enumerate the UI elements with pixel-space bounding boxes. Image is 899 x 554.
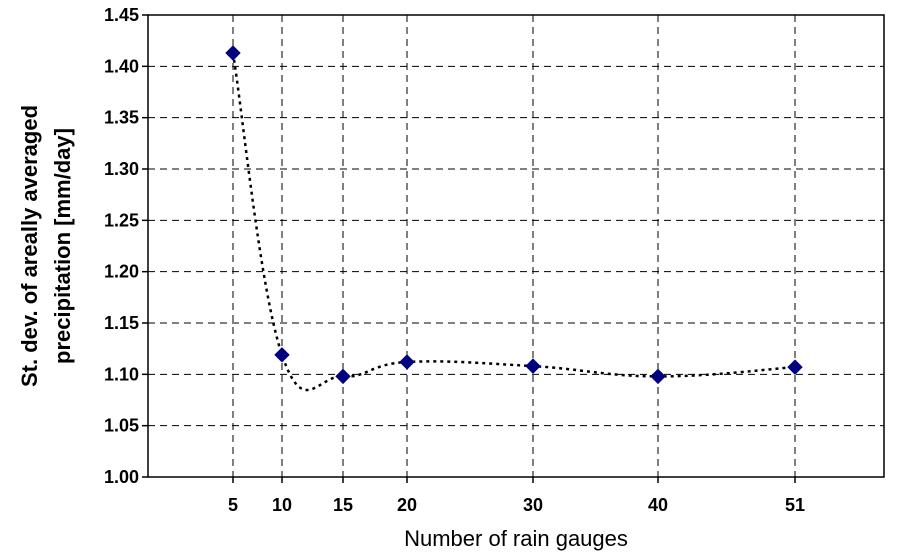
data-point-marker: [650, 368, 666, 385]
x-tick-label: 15: [333, 495, 353, 515]
y-tick-label: 1.15: [104, 313, 139, 333]
y-tick-label: 1.45: [104, 5, 139, 25]
grid: [148, 15, 884, 477]
data-point-marker: [274, 347, 290, 363]
x-tick-label: 30: [523, 495, 543, 515]
series-layer: [225, 45, 803, 392]
x-tick-label: 20: [397, 495, 417, 515]
y-tick-label: 1.25: [104, 210, 139, 230]
axis-ticks: 1.00 1.05 1.10 1.15 1.20 1.25 1.30 1.35 1.40 1.45…: [104, 5, 805, 515]
y-tick-label: 1.35: [104, 108, 139, 128]
y-tick-label: 1.10: [104, 364, 139, 384]
data-point-marker: [335, 368, 351, 385]
x-axis-title: Number of rain gauges: [404, 526, 628, 551]
y-tick-label: 1.20: [104, 262, 139, 282]
data-point-marker: [399, 354, 415, 370]
series-line: [231, 52, 796, 392]
y-axis-title-line-2: precipitation [mm/day]: [50, 128, 75, 364]
y-tick-label: 1.30: [104, 159, 139, 179]
y-tick-label: 1.00: [104, 467, 139, 487]
y-axis-title-line-1: St. dev. of areally averaged: [17, 105, 42, 387]
x-tick-label: 5: [228, 495, 238, 515]
x-tick-label: 40: [648, 495, 668, 515]
data-point-marker: [525, 358, 541, 374]
data-point-marker: [225, 45, 241, 61]
data-point-marker: [787, 359, 803, 375]
y-tick-label: 1.40: [104, 56, 139, 76]
x-tick-label: 10: [272, 495, 292, 515]
plot-frame: [147, 14, 885, 478]
y-tick-label: 1.05: [104, 416, 139, 436]
x-tick-label: 51: [785, 495, 805, 515]
